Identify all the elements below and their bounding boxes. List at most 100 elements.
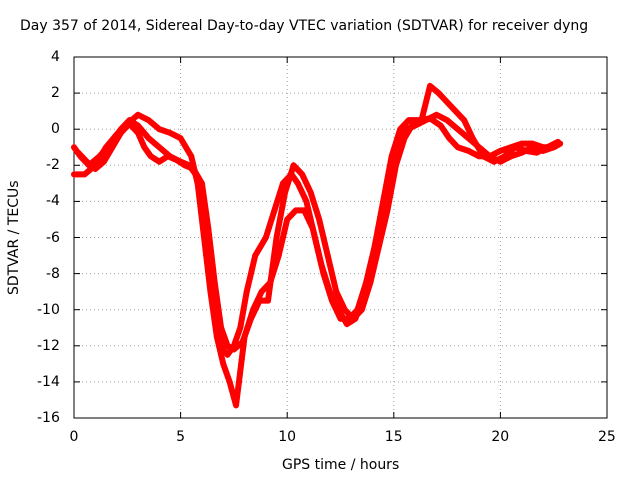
data-point — [78, 152, 85, 159]
data-point — [184, 147, 191, 154]
data-point — [224, 351, 231, 358]
data-point — [465, 147, 472, 154]
data-point — [213, 294, 220, 301]
data-point — [152, 141, 159, 148]
data-point — [438, 93, 445, 100]
data-point — [276, 219, 283, 226]
data-point — [324, 252, 331, 259]
data-point — [279, 204, 286, 211]
data-point — [454, 144, 461, 151]
data-point — [440, 115, 447, 122]
data-point — [463, 123, 470, 130]
data-point — [526, 148, 533, 155]
data-point — [483, 155, 490, 162]
data-point — [344, 309, 351, 316]
data-point — [120, 126, 127, 133]
data-point — [218, 324, 225, 331]
data-point — [446, 102, 453, 109]
data-point — [131, 114, 138, 121]
data-point — [326, 288, 333, 295]
data-point — [220, 360, 227, 367]
data-point — [134, 122, 141, 129]
data-point — [449, 105, 456, 112]
data-point — [109, 144, 116, 151]
data-point — [338, 300, 345, 307]
data-point — [367, 279, 374, 286]
data-point — [85, 168, 92, 175]
y-tick-label: -10 — [37, 301, 60, 318]
data-point — [209, 261, 216, 268]
data-point — [332, 300, 339, 307]
data-point — [355, 309, 362, 316]
data-point — [117, 129, 124, 136]
data-point — [282, 189, 289, 196]
data-point — [397, 126, 404, 133]
data-point — [330, 276, 337, 283]
data-point — [313, 207, 320, 214]
data-point — [461, 146, 468, 153]
data-point — [315, 249, 322, 256]
data-point — [211, 318, 218, 325]
data-point — [476, 147, 483, 154]
data-point — [145, 117, 152, 124]
data-point — [494, 156, 501, 163]
data-point — [215, 309, 222, 316]
data-point — [461, 132, 468, 139]
data-point — [493, 149, 500, 156]
data-point — [149, 138, 156, 145]
data-point — [287, 213, 294, 220]
data-point — [198, 180, 205, 187]
data-point — [436, 113, 443, 120]
data-point — [398, 144, 405, 151]
data-point — [294, 180, 301, 187]
data-point — [252, 252, 259, 259]
data-point — [455, 111, 462, 118]
data-point — [261, 285, 268, 292]
data-point — [270, 255, 277, 262]
y-axis-label: SDTVAR / TECUs — [6, 180, 22, 295]
data-point — [318, 261, 325, 268]
data-point — [188, 153, 195, 160]
data-point — [159, 127, 166, 134]
data-point — [446, 135, 453, 142]
data-point — [301, 207, 308, 214]
data-point — [310, 198, 317, 205]
data-point — [218, 351, 225, 358]
data-point — [384, 207, 391, 214]
data-point — [303, 198, 310, 205]
data-point — [381, 219, 388, 226]
data-point — [370, 267, 377, 274]
x-tick-label: 5 — [176, 429, 186, 445]
data-point — [193, 170, 200, 177]
data-point — [126, 120, 133, 127]
data-point — [152, 123, 159, 130]
data-point — [329, 294, 336, 301]
data-point — [321, 240, 328, 247]
data-point — [350, 315, 357, 322]
data-point — [239, 312, 246, 319]
data-point — [466, 129, 473, 136]
y-tick-label: 0 — [51, 121, 60, 138]
data-point — [242, 331, 249, 338]
data-point — [296, 168, 303, 175]
data-point — [187, 164, 194, 171]
data-point — [163, 128, 170, 135]
data-point — [392, 162, 399, 169]
y-tick-label: -12 — [37, 337, 60, 354]
data-point — [201, 195, 208, 202]
y-tick-label: 4 — [51, 49, 60, 65]
data-point — [338, 311, 345, 318]
data-point — [530, 149, 537, 156]
data-point — [71, 144, 77, 151]
tick-marks — [73, 56, 608, 419]
data-point — [387, 192, 394, 199]
x-tick-label: 15 — [384, 429, 403, 445]
data-point — [426, 115, 433, 122]
data-point — [402, 120, 409, 127]
data-point — [287, 171, 294, 178]
data-point — [468, 149, 475, 156]
data-point — [544, 144, 551, 151]
data-point — [262, 234, 269, 241]
data-point — [230, 394, 237, 401]
